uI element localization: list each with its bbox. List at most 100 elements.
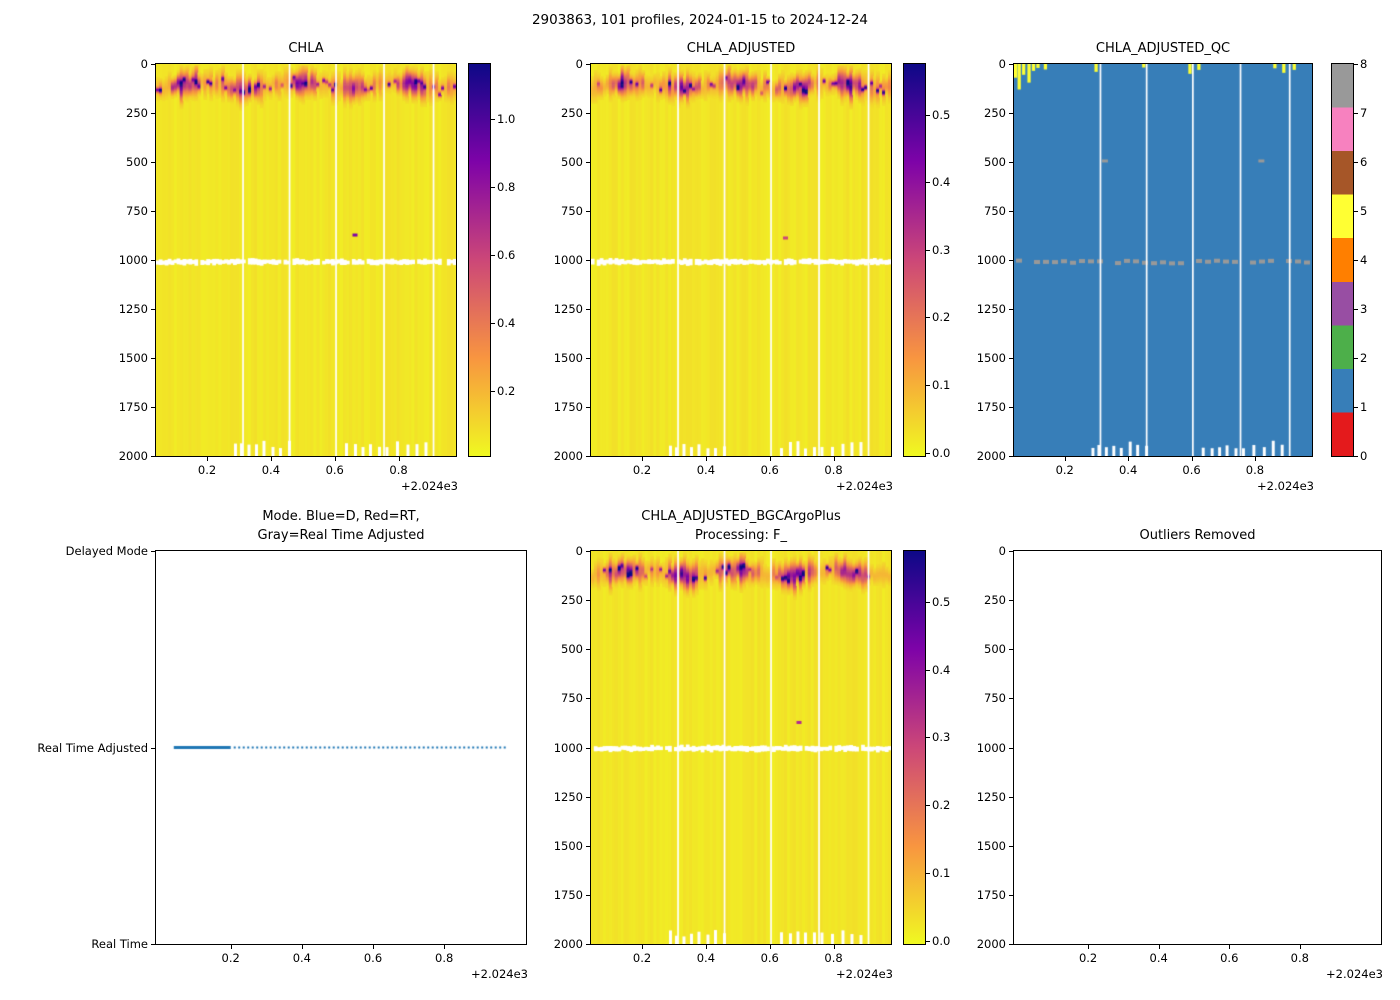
colorbar-tick-label: 0.1 xyxy=(932,378,951,393)
y-tick-mark xyxy=(151,260,155,261)
y-tick-label: 250 xyxy=(984,593,1006,608)
y-tick-label: 0 xyxy=(575,57,583,71)
y-tick-label: 500 xyxy=(561,155,583,169)
x-tick-mark xyxy=(1229,945,1231,949)
y-tick-mark xyxy=(151,358,155,359)
y-tick-label: 1500 xyxy=(976,838,1006,853)
x-axis-offset-label: +2.024e3 xyxy=(471,967,528,981)
x-axis-offset-label: +2.024e3 xyxy=(1257,479,1314,493)
colorbar-tick-label: 5 xyxy=(1360,204,1368,218)
y-tick-label: 750 xyxy=(984,691,1006,706)
y-tick-mark xyxy=(586,845,590,847)
subplot-chla_adjusted: CHLA_ADJUSTED 0 250 500 750 1000 1250 1500 1750 2… xyxy=(554,41,893,493)
colorbar-tick-label: 0.0 xyxy=(932,445,951,460)
colorbar-tick-mark xyxy=(926,452,930,454)
y-tick-mark xyxy=(586,944,590,945)
y-tick-label: 1250 xyxy=(553,302,583,316)
colorbar-tick-mark xyxy=(1354,211,1358,212)
colorbar-tick-mark xyxy=(926,940,930,942)
y-tick-label: 1750 xyxy=(976,887,1006,902)
colorbar-tick-mark xyxy=(926,114,930,116)
x-tick-label: 0.6 xyxy=(760,951,779,965)
y-tick-label: 750 xyxy=(984,204,1006,218)
chla_adjusted_bgc-colorbar: 0.0 0.1 0.2 0.3 0.4 0.5 xyxy=(903,550,950,948)
y-tick-label: 500 xyxy=(126,155,148,169)
y-tick-mark xyxy=(1009,796,1013,798)
colorbar-tick-mark xyxy=(1354,113,1358,114)
colorbar-tick-mark xyxy=(1354,407,1358,408)
colorbar-tick-label: 1.0 xyxy=(497,111,516,126)
colorbar-tick-mark xyxy=(926,737,930,739)
x-tick-mark xyxy=(642,457,644,461)
x-tick-label: 0.6 xyxy=(1220,951,1239,965)
colorbar-tick-mark xyxy=(926,805,930,807)
colorbar-tick-label: 6 xyxy=(1360,155,1368,169)
y-tick-label: Real Time Adjusted xyxy=(37,740,148,755)
subplot-chla_adjusted_qc: CHLA_ADJUSTED_QC 0 250 500 750 1000 1250 1500 17… xyxy=(977,41,1314,493)
y-tick-label: 250 xyxy=(126,106,148,120)
x-tick-label: 0.2 xyxy=(1078,951,1098,965)
y-tick-label: 2000 xyxy=(976,937,1006,951)
y-tick-mark xyxy=(586,358,590,359)
x-tick-label: 0.4 xyxy=(696,463,716,477)
colorbar-tick-label: 0.3 xyxy=(932,730,951,745)
y-tick-mark xyxy=(1009,894,1013,896)
y-tick-mark xyxy=(586,64,590,65)
y-tick-mark xyxy=(1009,747,1013,749)
y-tick-mark xyxy=(586,551,590,552)
x-tick-mark xyxy=(230,945,232,949)
y-tick-mark xyxy=(1009,600,1013,602)
x-tick-mark xyxy=(769,457,771,461)
x-tick-mark xyxy=(301,945,303,949)
colorbar-tick-label: 0.2 xyxy=(932,798,951,813)
y-tick-mark xyxy=(586,456,590,457)
colorbar-tick-mark xyxy=(1354,162,1358,163)
x-tick-mark xyxy=(444,945,446,949)
y-tick-mark xyxy=(586,113,590,114)
y-tick-label: 750 xyxy=(561,204,583,218)
y-tick-label: 1000 xyxy=(976,253,1006,267)
y-tick-label: 2000 xyxy=(553,937,583,951)
y-tick-mark xyxy=(151,113,155,114)
y-tick-label: 0 xyxy=(140,57,148,71)
y-tick-mark xyxy=(1009,260,1013,261)
colorbar-tick-label: 0.5 xyxy=(932,594,951,609)
subplot-outliers: Outliers Removed 0 250 500 750 1000 1250 1500 17… xyxy=(977,528,1383,981)
x-axis-offset-label: +2.024e3 xyxy=(836,479,893,493)
colorbar-tick-label: 7 xyxy=(1360,106,1368,120)
colorbar-tick-mark xyxy=(926,601,930,603)
x-tick-label: 0.4 xyxy=(292,951,312,965)
y-tick-label: Real Time xyxy=(91,937,148,951)
y-tick-mark xyxy=(1009,551,1013,552)
y-tick-mark xyxy=(1009,944,1013,945)
x-tick-label: 0.6 xyxy=(1182,463,1201,477)
colorbar-tick-mark xyxy=(926,317,930,319)
x-tick-mark xyxy=(769,945,771,949)
subplot-chla_adjusted_bgc: CHLA_ADJUSTED_BGCArgoPlus Processing: F_… xyxy=(554,509,893,981)
x-tick-mark xyxy=(705,945,707,949)
y-tick-label: 500 xyxy=(561,642,583,657)
y-tick-mark xyxy=(151,211,155,212)
colorbar-tick-mark xyxy=(491,323,495,325)
mode-plot-canvas xyxy=(156,551,526,944)
y-tick-mark xyxy=(1009,113,1013,114)
x-tick-mark xyxy=(1158,945,1160,949)
y-tick-mark xyxy=(151,747,155,749)
y-tick-label: 1750 xyxy=(976,400,1006,414)
figure-suptitle: 2903863, 101 profiles, 2024-01-15 to 202… xyxy=(531,12,869,28)
y-tick-label: 750 xyxy=(126,204,148,218)
y-tick-label: 1750 xyxy=(553,887,583,902)
x-tick-label: 0.4 xyxy=(696,951,716,965)
y-tick-label: 750 xyxy=(561,691,583,706)
y-tick-mark xyxy=(1009,358,1013,359)
y-tick-mark xyxy=(586,796,590,798)
colorbar-tick-mark xyxy=(1354,456,1358,457)
y-tick-mark xyxy=(586,211,590,212)
y-tick-label: 1250 xyxy=(976,302,1006,316)
chla_adjusted_bgc-title: CHLA_ADJUSTED_BGCArgoPlus Processing: F_ xyxy=(641,509,841,544)
y-tick-label: 250 xyxy=(561,593,583,608)
colorbar-tick-mark xyxy=(926,669,930,671)
y-tick-mark xyxy=(151,944,155,945)
x-tick-mark xyxy=(398,457,400,461)
x-tick-mark xyxy=(833,457,835,461)
